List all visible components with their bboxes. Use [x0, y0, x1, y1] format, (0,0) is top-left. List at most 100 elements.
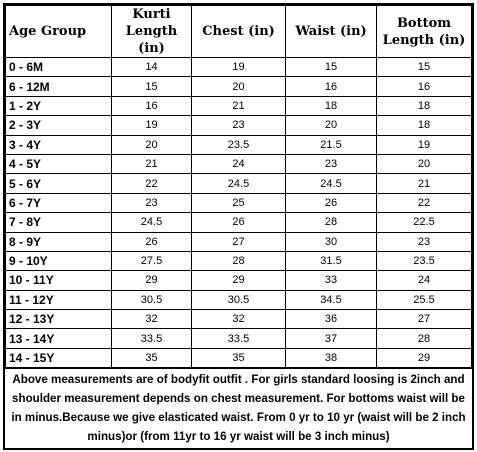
- table-row: 2 - 3Y 19 23 20 18: [5, 115, 472, 136]
- table-row: 11 - 12Y 30.5 30.5 34.5 25.5: [5, 289, 472, 311]
- cell-age: 8 - 9Y: [5, 231, 112, 252]
- cell-waist: 16: [285, 76, 377, 97]
- cell-waist: 26: [285, 192, 377, 214]
- cell-chest: 33.5: [191, 328, 286, 349]
- cell-bottom: 15: [376, 56, 472, 78]
- size-chart: Age Group Kurti Length (in) Chest (in) Wa…: [3, 3, 474, 450]
- cell-kurti: 27.5: [111, 250, 192, 272]
- cell-kurti: 20: [111, 134, 192, 155]
- cell-age: 7 - 8Y: [5, 212, 112, 233]
- cell-kurti: 35: [111, 347, 192, 369]
- cell-chest: 27: [191, 231, 286, 252]
- header-row: Age Group Kurti Length (in) Chest (in) Wa…: [5, 5, 472, 58]
- cell-waist: 36: [285, 309, 377, 330]
- table-body: 0 - 6M 14 19 15 15 6 - 12M 15 20 16 16 1 - 2Y 16 21 1…: [5, 56, 472, 369]
- cell-chest: 23: [191, 115, 286, 136]
- cell-bottom: 22: [376, 192, 472, 214]
- header-kurti-length: Kurti Length (in): [111, 5, 192, 58]
- cell-kurti: 24.5: [111, 212, 192, 233]
- cell-waist: 20: [285, 115, 377, 136]
- table-row: 6 - 12M 15 20 16 16: [5, 76, 472, 97]
- cell-bottom: 21: [376, 173, 472, 194]
- cell-chest: 32: [191, 309, 286, 330]
- cell-bottom: 23: [376, 231, 472, 252]
- cell-bottom: 18: [376, 95, 472, 117]
- cell-bottom: 22.5: [376, 212, 472, 233]
- cell-kurti: 32: [111, 309, 192, 330]
- cell-age: 9 - 10Y: [5, 250, 112, 272]
- cell-chest: 24.5: [191, 173, 286, 194]
- cell-age: 14 - 15Y: [5, 347, 112, 369]
- table-row: 10 - 11Y 29 29 33 24: [5, 270, 472, 291]
- table-row: 0 - 6M 14 19 15 15: [5, 56, 472, 78]
- table-row: 1 - 2Y 16 21 18 18: [5, 95, 472, 117]
- cell-kurti: 23: [111, 192, 192, 214]
- cell-age: 1 - 2Y: [5, 95, 112, 117]
- cell-age: 4 - 5Y: [5, 153, 112, 175]
- cell-age: 0 - 6M: [5, 56, 112, 78]
- cell-waist: 24.5: [285, 173, 377, 194]
- cell-age: 2 - 3Y: [5, 115, 112, 136]
- cell-chest: 28: [191, 250, 286, 272]
- table-row: 5 - 6Y 22 24.5 24.5 21: [5, 173, 472, 194]
- table-row: 14 - 15Y 35 35 38 29: [5, 347, 472, 369]
- cell-kurti: 14: [111, 56, 192, 78]
- cell-bottom: 27: [376, 309, 472, 330]
- cell-chest: 23.5: [191, 134, 286, 155]
- cell-chest: 35: [191, 347, 286, 369]
- cell-kurti: 19: [111, 115, 192, 136]
- cell-bottom: 23.5: [376, 250, 472, 272]
- cell-age: 10 - 11Y: [5, 270, 112, 291]
- cell-kurti: 33.5: [111, 328, 192, 349]
- cell-kurti: 22: [111, 173, 192, 194]
- cell-chest: 26: [191, 212, 286, 233]
- cell-bottom: 29: [376, 347, 472, 369]
- cell-bottom: 28: [376, 328, 472, 349]
- cell-waist: 28: [285, 212, 377, 233]
- cell-chest: 21: [191, 95, 286, 117]
- cell-kurti: 16: [111, 95, 192, 117]
- table-row: 6 - 7Y 23 25 26 22: [5, 192, 472, 214]
- cell-waist: 15: [285, 56, 377, 78]
- cell-bottom: 18: [376, 115, 472, 136]
- table-row: 13 - 14Y 33.5 33.5 37 28: [5, 328, 472, 349]
- header-bottom-length: Bottom Length (in): [376, 5, 472, 58]
- cell-chest: 24: [191, 153, 286, 175]
- header-waist: Waist (in): [285, 5, 377, 58]
- cell-age: 13 - 14Y: [5, 328, 112, 349]
- cell-chest: 25: [191, 192, 286, 214]
- cell-bottom: 25.5: [376, 289, 472, 311]
- cell-kurti: 30.5: [111, 289, 192, 311]
- table-row: 3 - 4Y 20 23.5 21.5 19: [5, 134, 472, 155]
- table-row: 12 - 13Y 32 32 36 27: [5, 309, 472, 330]
- cell-chest: 29: [191, 270, 286, 291]
- measurement-note: Above measurements are of bodyfit outfit…: [5, 368, 472, 446]
- cell-bottom: 19: [376, 134, 472, 155]
- cell-kurti: 26: [111, 231, 192, 252]
- cell-bottom: 24: [376, 270, 472, 291]
- cell-kurti: 21: [111, 153, 192, 175]
- cell-chest: 19: [191, 56, 286, 78]
- cell-waist: 33: [285, 270, 377, 291]
- cell-waist: 34.5: [285, 289, 377, 311]
- table-row: 7 - 8Y 24.5 26 28 22.5: [5, 212, 472, 233]
- cell-waist: 23: [285, 153, 377, 175]
- cell-age: 6 - 12M: [5, 76, 112, 97]
- table-row: 8 - 9Y 26 27 30 23: [5, 231, 472, 252]
- cell-bottom: 20: [376, 153, 472, 175]
- cell-waist: 21.5: [285, 134, 377, 155]
- cell-waist: 38: [285, 347, 377, 369]
- cell-age: 3 - 4Y: [5, 134, 112, 155]
- cell-bottom: 16: [376, 76, 472, 97]
- cell-kurti: 29: [111, 270, 192, 291]
- cell-age: 12 - 13Y: [5, 309, 112, 330]
- header-age-group: Age Group: [5, 5, 112, 58]
- size-table: Age Group Kurti Length (in) Chest (in) Wa…: [5, 5, 472, 369]
- cell-age: 6 - 7Y: [5, 192, 112, 214]
- table-row: 4 - 5Y 21 24 23 20: [5, 153, 472, 175]
- cell-kurti: 15: [111, 76, 192, 97]
- header-chest: Chest (in): [191, 5, 286, 58]
- cell-waist: 37: [285, 328, 377, 349]
- cell-age: 5 - 6Y: [5, 173, 112, 194]
- cell-waist: 30: [285, 231, 377, 252]
